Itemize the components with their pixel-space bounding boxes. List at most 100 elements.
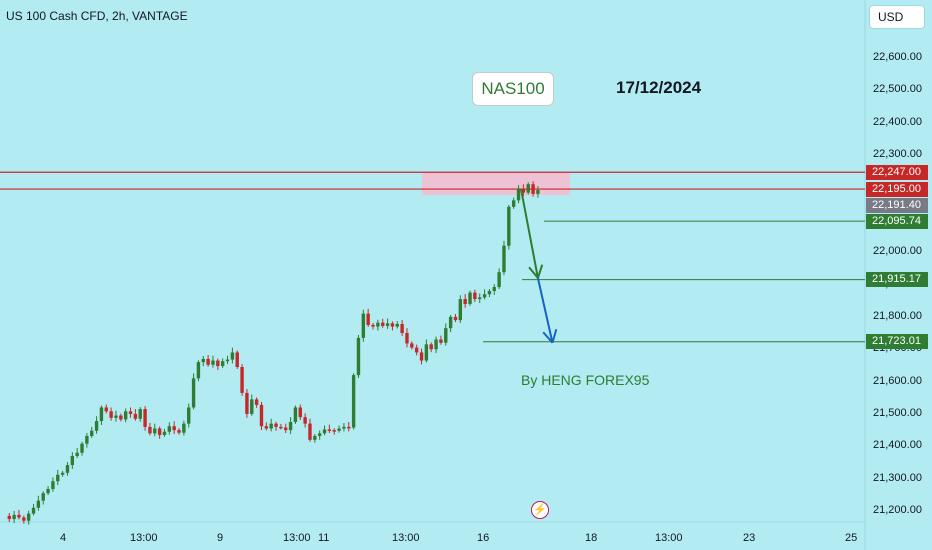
- candle-body: [507, 206, 511, 246]
- candle-body: [177, 430, 181, 433]
- candle-body: [201, 358, 205, 363]
- candle-body: [56, 474, 60, 482]
- candle-body: [327, 429, 332, 431]
- symbol-title: US 100 Cash CFD, 2h, VANTAGE: [6, 9, 188, 23]
- candle-body: [26, 513, 31, 521]
- candle-body: [254, 399, 259, 405]
- date-label: 17/12/2024: [616, 78, 702, 97]
- candle-body: [85, 435, 89, 444]
- candle-body: [453, 316, 458, 321]
- candle-body: [75, 452, 79, 456]
- candle-body: [458, 299, 463, 321]
- price-tag: 21,723.01: [866, 334, 928, 350]
- candle-body: [259, 404, 264, 427]
- candle-body: [303, 417, 307, 424]
- candle-body: [70, 455, 75, 466]
- candle-body: [492, 287, 496, 291]
- price-tick-label: 21,800.00: [873, 309, 922, 322]
- price-tag: 21,915.17: [866, 272, 928, 288]
- candle-body: [60, 472, 65, 475]
- candle-body: [196, 362, 201, 379]
- projection-arrow: [536, 277, 554, 343]
- candle-body: [419, 352, 424, 361]
- candle-body: [128, 411, 133, 414]
- candle-body: [94, 421, 99, 431]
- candle-body: [531, 184, 535, 194]
- candle-body: [235, 352, 239, 368]
- price-tick-label: 21,500.00: [873, 406, 922, 419]
- candle-body: [230, 352, 235, 360]
- candle-body: [114, 415, 118, 418]
- candle-body: [313, 435, 317, 440]
- price-tick-label: 21,600.00: [873, 374, 922, 387]
- candle-body: [337, 428, 341, 431]
- candle-body: [119, 415, 123, 420]
- time-tick-label: 11: [318, 532, 330, 544]
- candle-body: [288, 422, 293, 431]
- price-tick-label: 22,400.00: [873, 115, 922, 128]
- candle-body: [536, 190, 540, 194]
- candle-body: [274, 423, 278, 427]
- candle-body: [206, 358, 210, 365]
- price-tag: 22,095.74: [866, 213, 928, 229]
- candle-body: [123, 411, 128, 420]
- candle-body: [463, 299, 467, 304]
- projection-arrow: [519, 188, 539, 279]
- candle-body: [487, 290, 492, 295]
- candle-body: [366, 313, 370, 325]
- candle-body: [371, 324, 375, 327]
- candle-body: [80, 443, 84, 453]
- candle-body: [211, 360, 215, 365]
- candle-body: [473, 292, 477, 300]
- candle-body: [444, 328, 448, 343]
- candle-body: [351, 375, 356, 428]
- time-tick-label: 9: [217, 532, 224, 544]
- candle-body: [482, 294, 487, 298]
- time-tick-label: 13:00: [655, 532, 683, 544]
- candle-body: [269, 423, 273, 429]
- projection-arrowhead: [536, 264, 544, 279]
- currency-button[interactable]: USD: [869, 5, 925, 29]
- candle-body: [148, 426, 152, 434]
- candle-body: [526, 184, 530, 193]
- candle-body: [17, 514, 21, 518]
- candle-body: [12, 514, 16, 520]
- price-tag: 22,195.00: [866, 181, 928, 197]
- candle-body: [220, 361, 225, 367]
- candle-body: [424, 344, 429, 361]
- candle-body: [298, 407, 302, 418]
- candle-body: [90, 430, 94, 436]
- time-tick-label: 13:00: [130, 532, 158, 544]
- time-tick-label: 4: [60, 532, 67, 544]
- candle-body: [240, 367, 244, 393]
- candle-body: [376, 322, 380, 327]
- time-tick-label: 25: [845, 532, 858, 544]
- candle-body: [22, 517, 26, 521]
- price-tick-label: 21,200.00: [873, 504, 922, 516]
- candle-body: [7, 515, 11, 520]
- candle-body: [308, 423, 312, 440]
- candle-body: [434, 339, 438, 350]
- candle-body: [138, 409, 142, 419]
- price-tag: 22,191.40: [866, 197, 928, 213]
- time-tick-label: 13:00: [283, 532, 311, 544]
- candle-body: [187, 407, 191, 424]
- candle-body: [182, 423, 186, 433]
- candle-body: [516, 189, 521, 201]
- candle-body: [347, 426, 351, 429]
- candle-body: [511, 200, 516, 207]
- candle-body: [279, 426, 283, 429]
- candle-body: [448, 316, 453, 329]
- lightning-bolt-icon[interactable]: ⚡: [531, 501, 549, 519]
- candle-body: [225, 359, 230, 362]
- candle-body: [172, 426, 176, 431]
- candle-body: [342, 426, 346, 429]
- candle-body: [400, 323, 404, 334]
- candle-body: [99, 407, 104, 422]
- candle-body: [167, 426, 172, 432]
- price-tick-label: 22,500.00: [873, 83, 922, 96]
- price-tick-label: 21,400.00: [873, 439, 922, 452]
- candle-body: [317, 433, 322, 436]
- author-label: By HENG FOREX95: [521, 372, 650, 388]
